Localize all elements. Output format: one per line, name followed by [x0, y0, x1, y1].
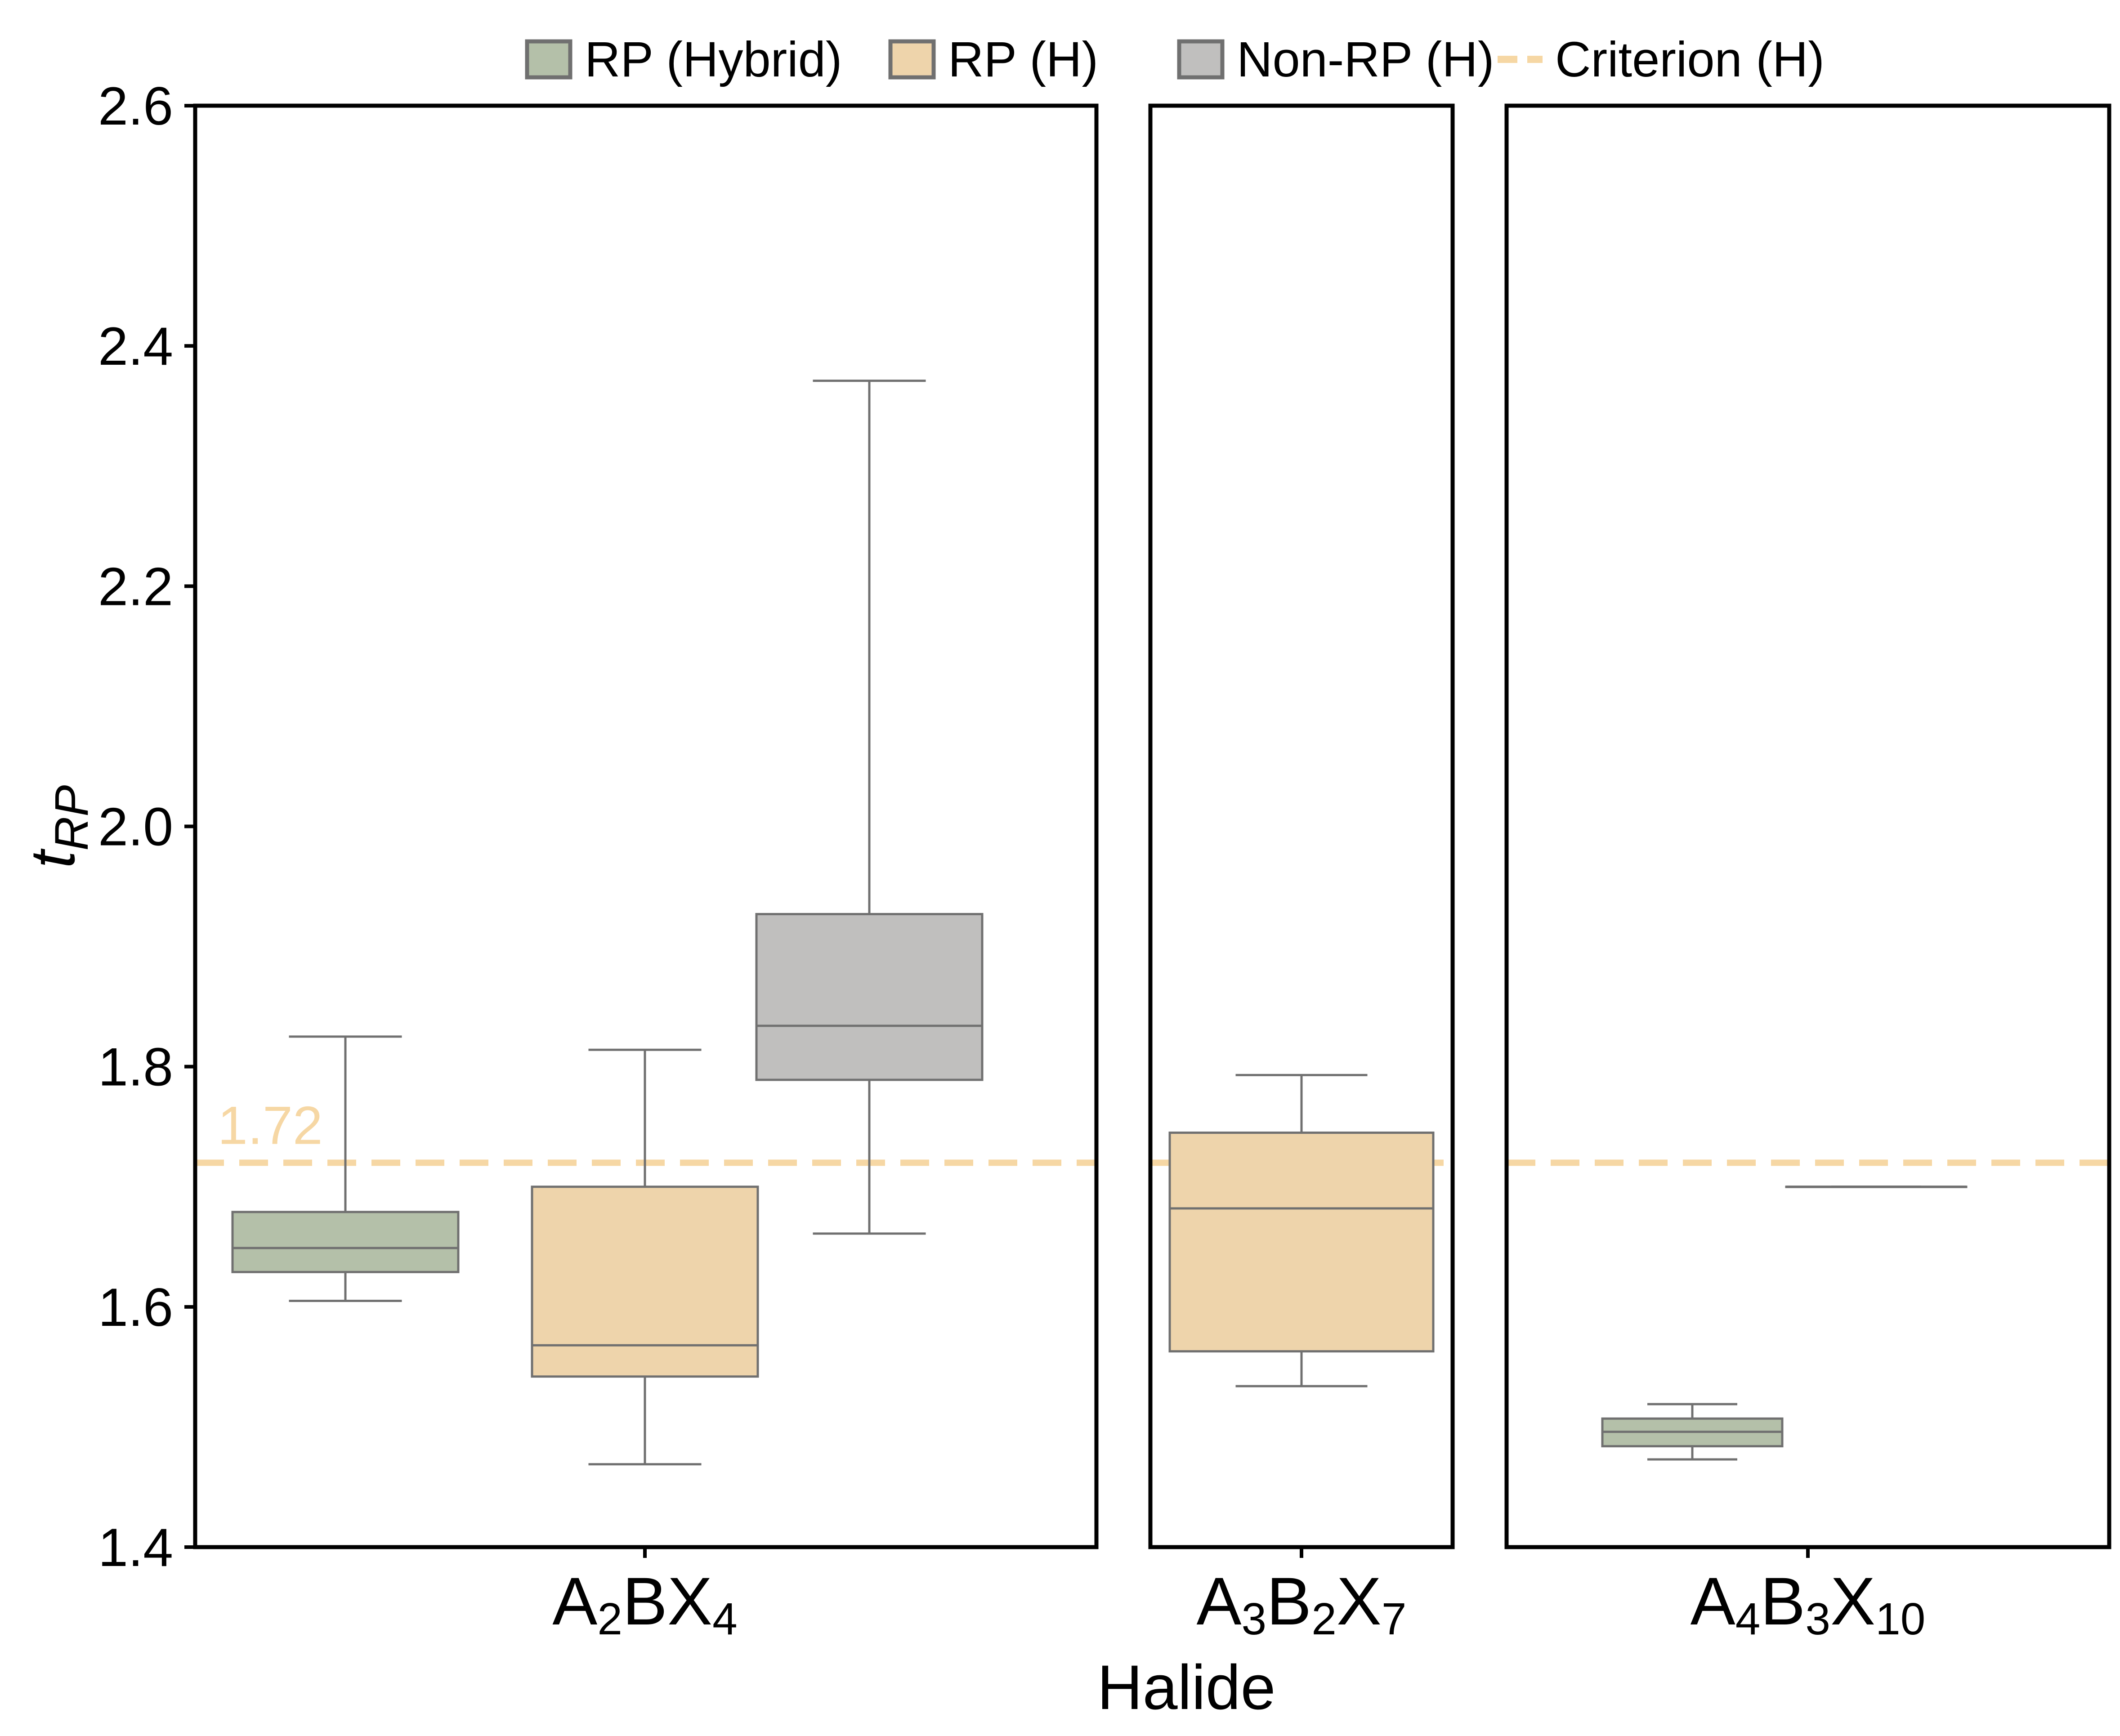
legend: RP (Hybrid) RP (H) Non-RP (H) Criterion (H) — [525, 32, 1825, 87]
y-axis: 1.4 1.6 1.8 2.0 2.2 2.4 2.6 — [98, 76, 195, 1578]
box-iqr — [231, 1211, 460, 1273]
legend-label: Criterion (H) — [1555, 32, 1825, 87]
subscript: 4 — [1735, 1594, 1761, 1644]
y-tick-label: 1.8 — [98, 1037, 173, 1097]
legend-label: RP (Hybrid) — [585, 32, 842, 87]
subscript: 10 — [1875, 1594, 1925, 1644]
y-tick-label: 2.0 — [98, 797, 173, 857]
legend-label: RP (H) — [948, 32, 1098, 87]
y-title-sub: RP — [45, 785, 98, 851]
box-iqr — [1168, 1132, 1435, 1353]
label-part: B — [1266, 1563, 1311, 1639]
box-rp-hybrid- — [231, 1035, 460, 1302]
y-tick-label: 2.6 — [98, 76, 173, 136]
label-part: X — [1337, 1563, 1382, 1639]
y-tick-label: 2.2 — [98, 556, 173, 617]
box-rp-h- — [531, 1048, 759, 1466]
legend-label: Non-RP (H) — [1237, 32, 1494, 87]
panel-frame — [1504, 103, 2111, 1549]
x-category-label: A2BX4 — [552, 1563, 737, 1644]
subscript: 3 — [1805, 1594, 1830, 1644]
panel: A3B2X7 — [1148, 103, 1455, 1644]
criterion-label: 1.72 — [218, 1095, 323, 1155]
label-part: A — [1196, 1563, 1241, 1639]
label-part: A — [552, 1563, 597, 1639]
x-axis-title: Halide — [1097, 1652, 1276, 1723]
panel: A4B3X10 — [1504, 103, 2111, 1644]
subscript: 4 — [712, 1594, 738, 1644]
box-iqr — [755, 913, 984, 1081]
panel: A2BX4 — [193, 103, 1099, 1644]
y-tick-label: 1.4 — [98, 1517, 173, 1578]
subscript: 7 — [1382, 1594, 1407, 1644]
y-title-main: t — [17, 848, 88, 868]
x-category-label: A4B3X10 — [1691, 1563, 1926, 1644]
legend-swatch — [1177, 39, 1225, 80]
box-rp-h- — [1168, 1074, 1435, 1387]
y-axis-title: tRP — [17, 785, 98, 868]
subscript: 2 — [597, 1594, 622, 1644]
y-tick-label: 2.4 — [98, 316, 173, 376]
subscript: 2 — [1311, 1594, 1337, 1644]
x-category-label: A3B2X7 — [1196, 1563, 1406, 1644]
legend-swatch — [888, 39, 936, 80]
box-iqr — [531, 1186, 759, 1378]
label-part: A — [1691, 1563, 1735, 1639]
legend-swatch — [525, 39, 572, 80]
label-part: B — [1760, 1563, 1805, 1639]
box-non-rp-h- — [755, 380, 984, 1235]
label-part: X — [1830, 1563, 1875, 1639]
box-rp-hybrid- — [1601, 1403, 1784, 1461]
label-part: BX — [622, 1563, 712, 1639]
y-tick-label: 1.6 — [98, 1277, 173, 1338]
subscript: 3 — [1242, 1594, 1267, 1644]
